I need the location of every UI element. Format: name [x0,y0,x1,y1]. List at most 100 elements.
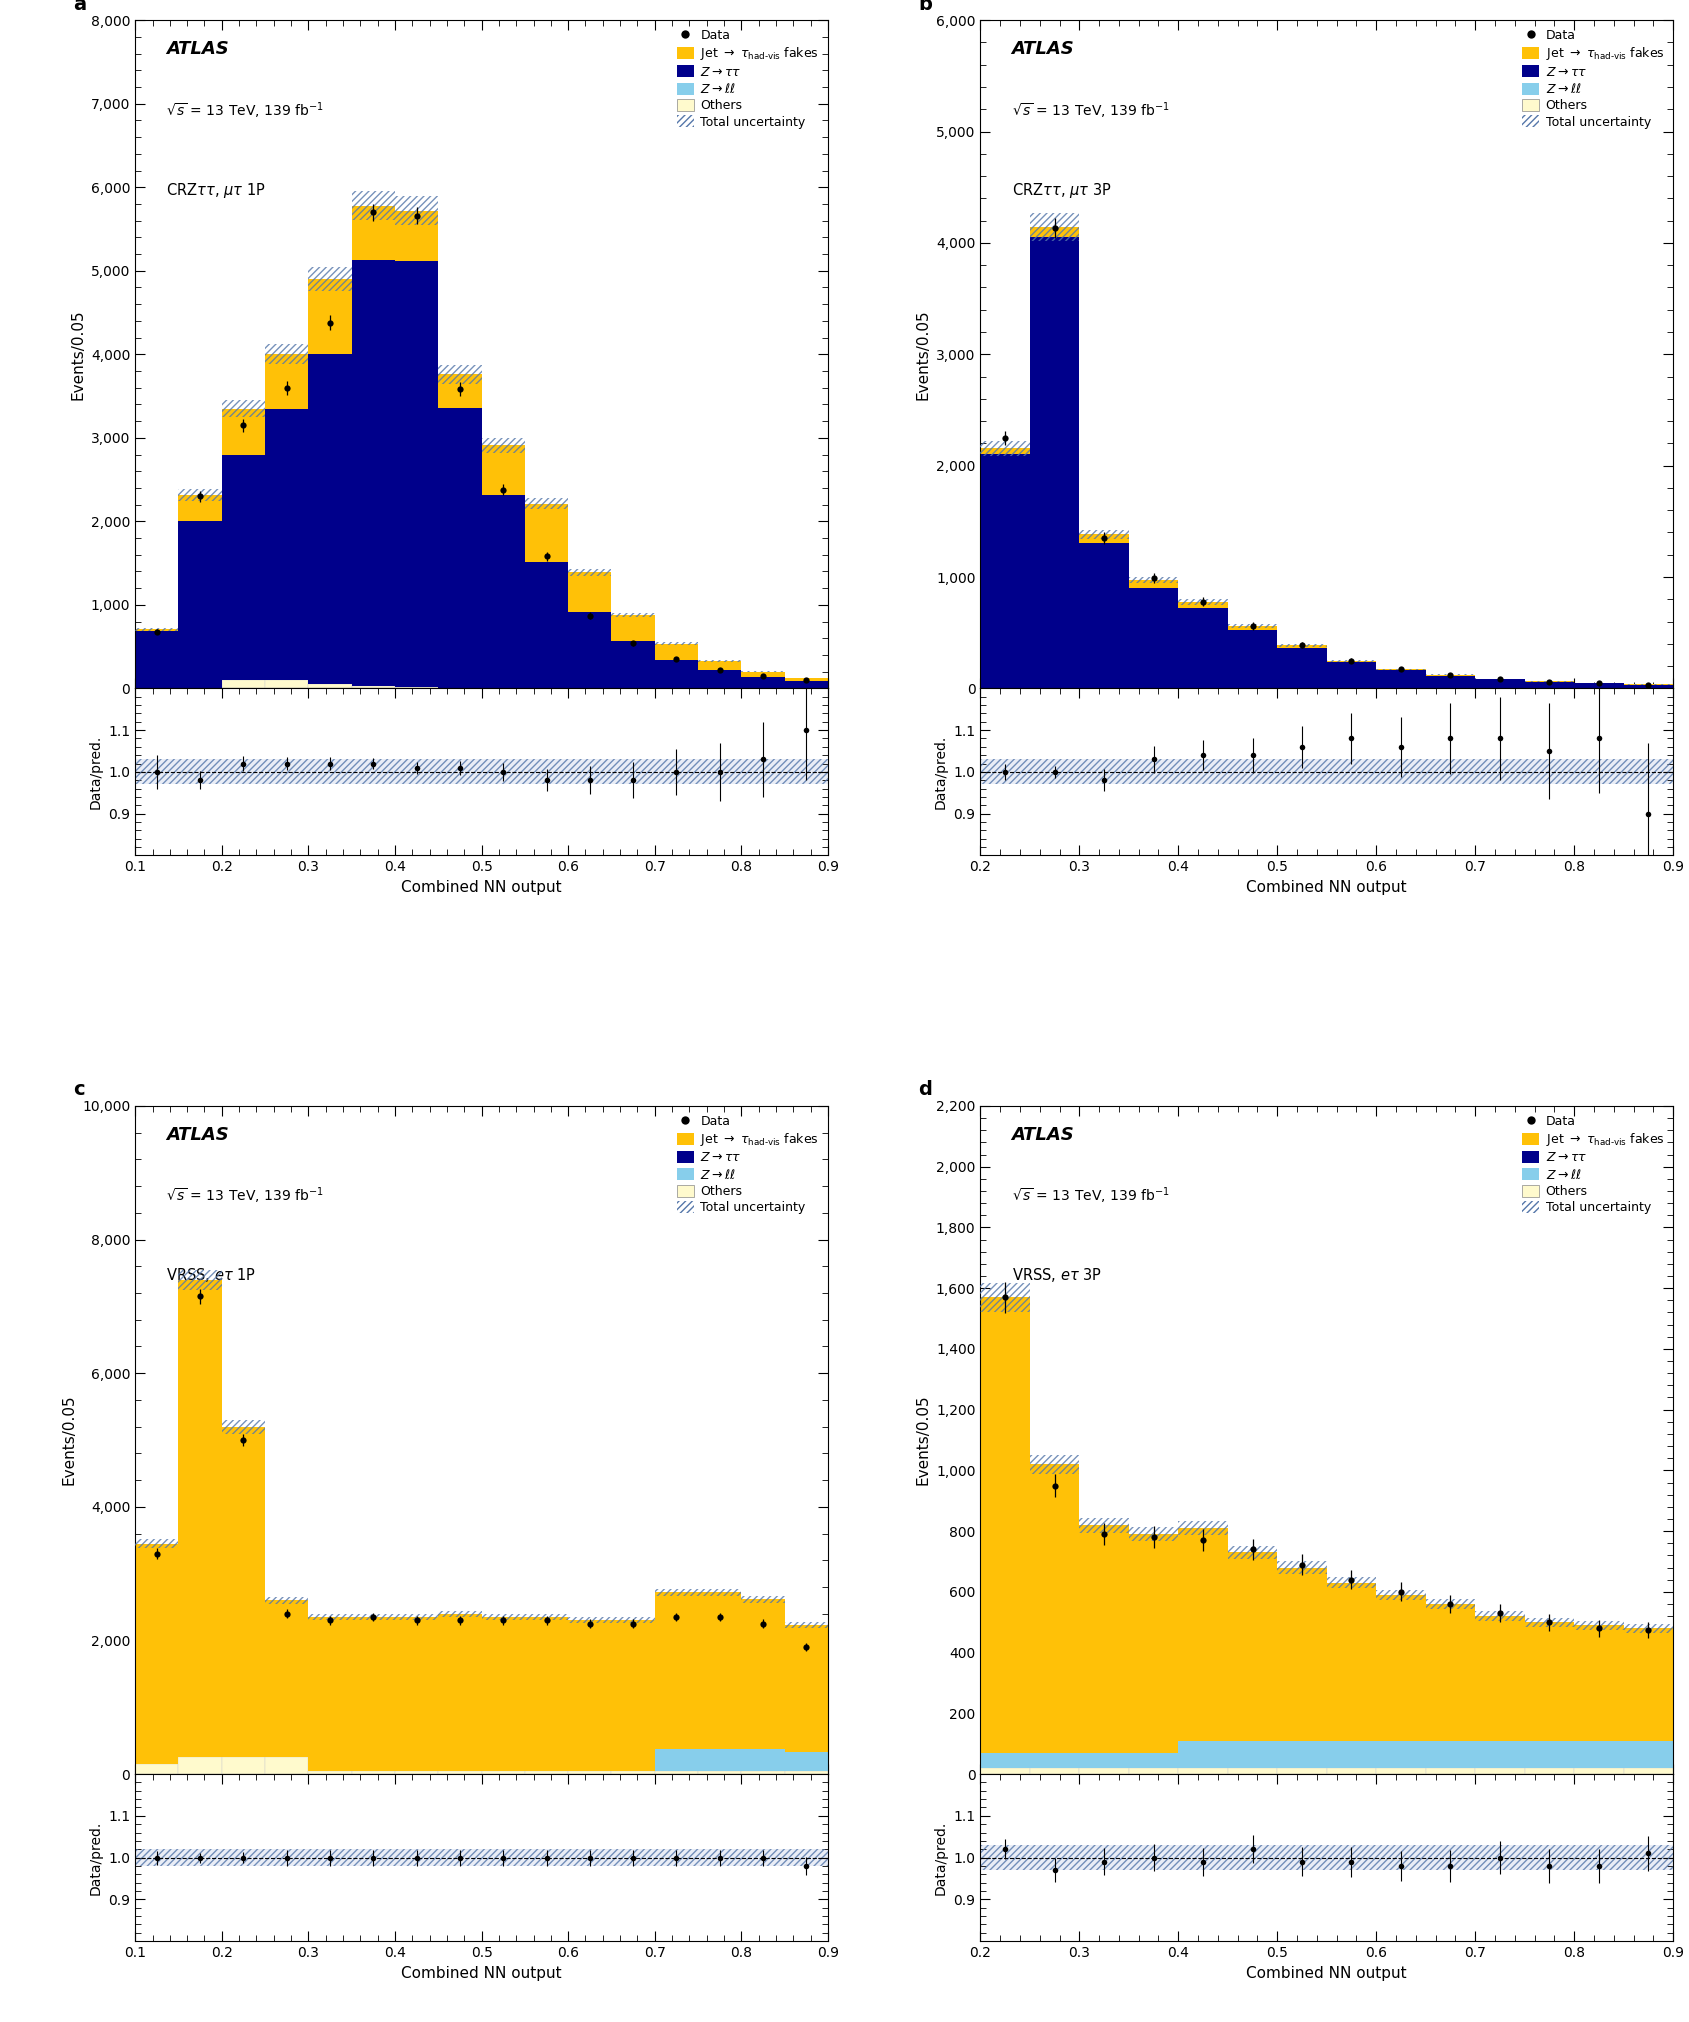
Text: ATLAS: ATLAS [1012,1126,1074,1144]
Bar [1523,681,1572,687]
Bar [307,267,351,291]
Bar [395,261,437,687]
Bar [1326,1767,1375,1773]
Bar [1426,1603,1474,1741]
Bar [351,261,395,685]
Bar [654,643,698,659]
Bar [525,1771,568,1773]
Bar [698,1589,741,1595]
Y-axis label: Data/pred.: Data/pred. [88,734,103,809]
Bar [1079,534,1128,544]
Bar [221,455,265,679]
Bar [395,196,437,224]
Bar [1623,1767,1672,1773]
Bar [265,354,307,408]
Bar [654,643,698,645]
Bar [568,572,611,613]
Bar [135,1543,179,1763]
Bar [698,1593,741,1749]
Bar [1572,1626,1623,1741]
Bar [1128,588,1177,687]
Bar [307,1771,351,1773]
Bar [179,1280,221,1757]
Bar [1326,1741,1375,1767]
Bar [1029,1753,1079,1767]
Legend: Data, Jet $\to$ $\tau_{\rm had\text{-}vis}$ fakes, $Z \to \tau\tau$, $Z \to \ell: Data, Jet $\to$ $\tau_{\rm had\text{-}vi… [674,26,821,131]
Bar [437,1771,481,1773]
Bar [741,677,784,687]
Y-axis label: Events/0.05: Events/0.05 [71,309,84,400]
Bar [611,1618,654,1624]
Bar [1079,1753,1128,1767]
Bar [307,1618,351,1771]
X-axis label: Combined NN output: Combined NN output [400,880,561,896]
Bar [1426,1767,1474,1773]
Bar [179,1757,221,1773]
Text: ATLAS: ATLAS [166,40,230,59]
Bar [437,408,481,687]
Bar [784,677,828,681]
Bar [1128,576,1177,582]
Bar [1277,1767,1326,1773]
Bar [351,206,395,261]
Bar [179,1270,221,1290]
Bar [1426,1741,1474,1767]
Bar [1474,1616,1523,1741]
Bar [980,441,1029,455]
Bar [1572,1741,1623,1767]
Bar [221,400,265,417]
Text: ATLAS: ATLAS [1012,40,1074,59]
Bar [1277,1561,1326,1573]
Bar [1572,683,1623,687]
Text: $\sqrt{s}$ = 13 TeV, 139 fb$^{-1}$: $\sqrt{s}$ = 13 TeV, 139 fb$^{-1}$ [1012,101,1169,121]
Bar [1177,1767,1226,1773]
Bar [611,641,654,687]
Bar [1177,1529,1226,1741]
Bar [265,1599,307,1757]
Bar [1326,1583,1375,1741]
Text: a: a [73,0,86,14]
Bar [1474,679,1523,687]
Bar [1523,1767,1572,1773]
Bar [1375,1767,1426,1773]
Bar [351,192,395,220]
Bar [135,1539,179,1549]
Bar [611,613,654,617]
Bar [1277,645,1326,647]
Text: CRZ$\tau\tau$, $\mu\tau$ 3P: CRZ$\tau\tau$, $\mu\tau$ 3P [1012,180,1110,200]
Bar [654,1589,698,1595]
Bar [611,615,654,641]
Bar [741,1771,784,1773]
Bar [784,1622,828,1628]
Text: VRSS, $e\tau$ 1P: VRSS, $e\tau$ 1P [166,1266,257,1284]
Bar [1277,1567,1326,1741]
Bar [265,344,307,364]
Bar [1226,625,1277,629]
Bar [1326,661,1375,687]
Bar [525,497,568,510]
Text: CRZ$\tau\tau$, $\mu\tau$ 1P: CRZ$\tau\tau$, $\mu\tau$ 1P [166,180,265,200]
Text: $\sqrt{s}$ = 13 TeV, 139 fb$^{-1}$: $\sqrt{s}$ = 13 TeV, 139 fb$^{-1}$ [1012,1187,1169,1207]
Legend: Data, Jet $\to$ $\tau_{\rm had\text{-}vis}$ fakes, $Z \to \tau\tau$, $Z \to \ell: Data, Jet $\to$ $\tau_{\rm had\text{-}vi… [674,1112,821,1217]
Bar [1226,631,1277,687]
Bar [1029,1464,1079,1753]
Bar [1128,1527,1177,1541]
Bar [307,683,351,687]
Bar [1474,1767,1523,1773]
Bar [980,1284,1029,1312]
Bar [525,562,568,687]
Bar [741,671,784,677]
Bar [1523,1741,1572,1767]
Bar [698,1771,741,1773]
Bar [654,659,698,687]
Bar [611,1620,654,1771]
Bar [351,1618,395,1771]
Bar [1523,1618,1572,1628]
Bar [1177,603,1226,609]
Bar [437,374,481,408]
Bar [1177,1521,1226,1535]
Bar [481,1771,525,1773]
Bar [221,1757,265,1773]
Bar [568,1771,611,1773]
Bar [1226,1741,1277,1767]
